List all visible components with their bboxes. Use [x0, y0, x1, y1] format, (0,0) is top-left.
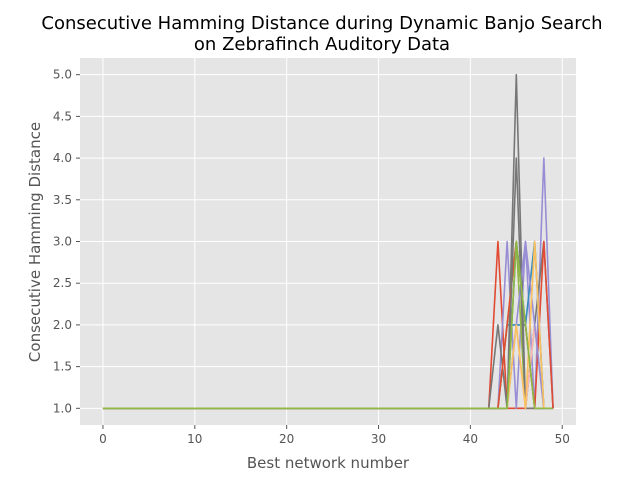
y-tick-label: 1.0	[53, 401, 72, 415]
x-axis-label: Best network number	[247, 454, 410, 472]
x-tick-label: 50	[555, 432, 570, 446]
grid	[80, 58, 576, 425]
y-tick-label: 3.5	[53, 193, 72, 207]
y-axis-label: Consecutive Hamming Distance	[26, 122, 44, 362]
x-tick-label: 30	[371, 432, 386, 446]
y-tick-label: 5.0	[53, 68, 72, 82]
chart-title-line-1: Consecutive Hamming Distance during Dyna…	[41, 13, 602, 34]
y-tick-label: 2.5	[53, 276, 72, 290]
y-tick-label: 4.0	[53, 151, 72, 165]
chart-title-line-2: on Zebrafinch Auditory Data	[194, 34, 450, 55]
y-tick-label: 2.0	[53, 318, 72, 332]
x-tick-label: 10	[187, 432, 202, 446]
y-tick-label: 1.5	[53, 360, 72, 374]
x-tick-label: 40	[463, 432, 478, 446]
y-tick-label: 3.0	[53, 235, 72, 249]
y-tick-label: 4.5	[53, 109, 72, 123]
x-tick-label: 0	[99, 432, 107, 446]
x-tick-label: 20	[279, 432, 294, 446]
series-line-4	[102, 73, 554, 410]
series-layer	[102, 73, 554, 410]
ticks: 0 10 20 30 40 50 1.0 1.5 2.0 2.5 3.0 3.5 4.0 4.5 5.0	[53, 68, 570, 446]
series-line-13	[102, 240, 544, 410]
